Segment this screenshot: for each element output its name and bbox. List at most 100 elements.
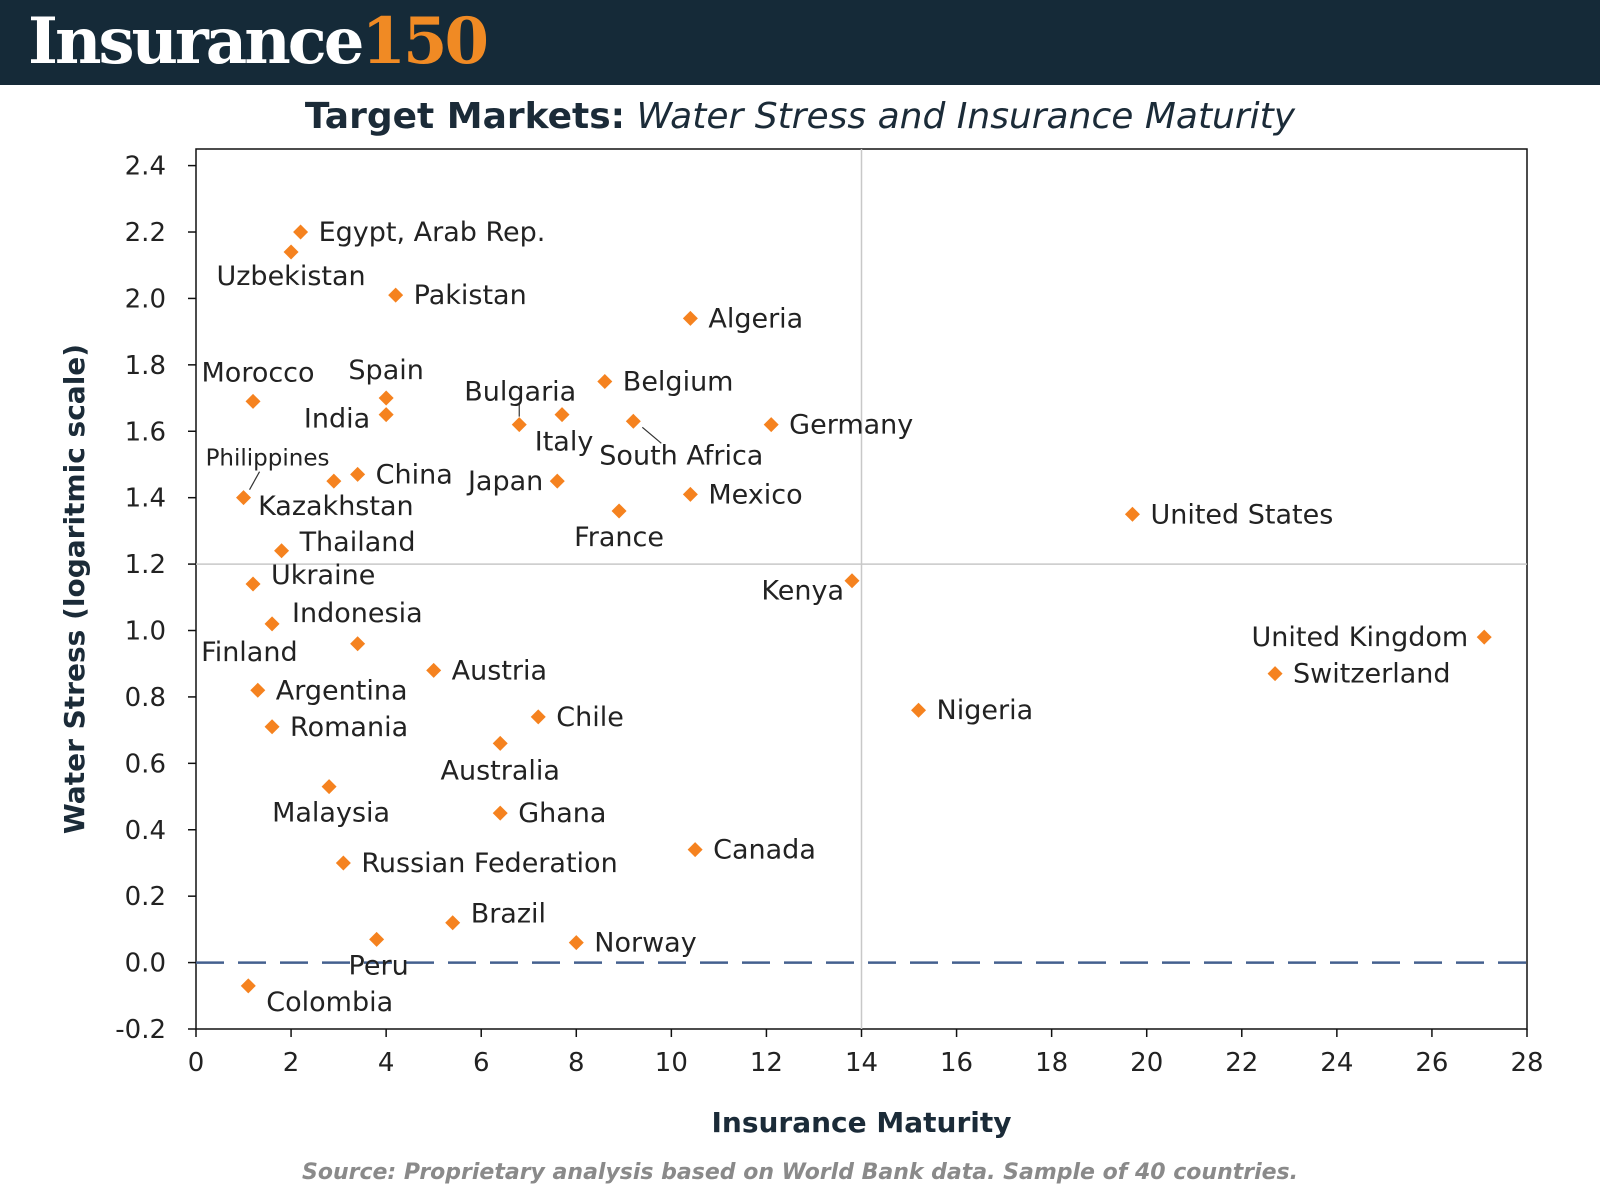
data-point [445,915,461,931]
data-point [844,573,860,589]
chart-title: Target Markets: Water Stress and Insuran… [0,94,1600,140]
y-tick-label: 0.0 [125,949,166,979]
chart-title-bold: Target Markets: [304,96,626,137]
data-point [568,935,584,951]
y-tick-label: 2.4 [125,152,166,182]
data-label: France [574,522,664,553]
x-tick-label: 14 [845,1048,878,1078]
x-tick-label: 28 [1510,1048,1543,1078]
data-label: Indonesia [292,598,423,629]
data-point [321,779,337,795]
data-label: Finland [201,637,297,668]
data-label: Austria [452,655,547,686]
data-point [240,978,256,994]
header-banner: Insurance150 [0,0,1600,85]
data-label: Canada [713,835,816,866]
x-tick-label: 18 [1035,1048,1068,1078]
brand-logo: Insurance150 [28,4,489,79]
data-label: United States [1150,499,1333,530]
data-label: Japan [466,466,543,497]
chart-title-italic: Water Stress and Insurance Maturity [636,96,1296,137]
data-point [264,719,280,735]
data-point [1267,666,1283,682]
y-tick-label: 1.2 [125,550,166,580]
y-tick-label: 1.8 [125,351,166,381]
data-label: Switzerland [1293,659,1451,690]
data-point [687,842,703,858]
data-point [511,417,527,433]
data-label: Romania [290,712,408,743]
y-tick-label: 2.0 [125,284,166,314]
data-label: Norway [594,928,696,959]
data-label: Thailand [299,527,416,558]
brand-logo-word: Insurance [28,4,364,79]
data-label: Brazil [471,899,546,930]
data-label: Malaysia [272,798,390,829]
y-tick-label: 0.2 [125,882,166,912]
x-tick-label: 6 [473,1048,490,1078]
x-tick-label: 4 [378,1048,395,1078]
data-point [350,636,366,652]
x-tick-label: 8 [568,1048,585,1078]
data-label: Algeria [708,303,803,334]
x-tick-label: 22 [1225,1048,1258,1078]
data-point [335,855,351,871]
x-tick-label: 20 [1130,1048,1163,1078]
data-point [530,709,546,725]
x-tick-label: 16 [940,1048,973,1078]
x-tick-label: 10 [655,1048,688,1078]
data-label: India [304,404,370,435]
data-point [492,805,508,821]
data-point [911,702,927,718]
data-point [625,413,641,429]
data-point [293,224,309,240]
data-point [1476,629,1492,645]
data-point [682,310,698,326]
data-point [611,503,627,519]
data-label: Italy [535,427,594,458]
data-point [326,473,342,489]
data-point [250,682,266,698]
data-label: Egypt, Arab Rep. [319,217,546,248]
data-point [554,407,570,423]
data-label: Philippines [206,446,330,472]
data-point [378,390,394,406]
data-label: Germany [789,410,913,441]
data-label: Pakistan [414,280,527,311]
y-axis-label: Water Stress (logaritmic scale) [58,344,91,834]
data-label: Ukraine [271,560,375,591]
data-point [492,735,508,751]
x-tick-label: 12 [750,1048,783,1078]
data-label: Argentina [276,675,408,706]
data-label: Belgium [623,366,734,397]
data-label: Uzbekistan [217,261,366,292]
data-point [274,543,290,559]
data-point [378,407,394,423]
data-point [682,486,698,502]
y-tick-label: 0.4 [125,816,166,846]
leader-line [249,471,261,490]
y-tick-label: 0.8 [125,683,166,713]
y-tick-label: 1.4 [125,484,166,514]
x-tick-label: 2 [283,1048,300,1078]
x-tick-label: 26 [1415,1048,1448,1078]
data-label: South Africa [599,440,763,471]
data-label: Colombia [266,987,393,1018]
x-axis-label: Insurance Maturity [711,1106,1011,1139]
data-point [350,466,366,482]
data-label: Kazakhstan [258,491,414,522]
data-label: Chile [556,702,624,733]
data-point [245,393,261,409]
data-label: Bulgaria [464,377,576,408]
data-point [283,244,299,260]
leader-line [641,426,662,444]
data-point [597,373,613,389]
y-tick-label: 0.6 [125,749,166,779]
x-tick-label: 24 [1320,1048,1353,1078]
data-label: United Kingdom [1251,622,1468,653]
data-point [245,576,261,592]
data-point [549,473,565,489]
y-tick-label: 1.0 [125,617,166,647]
data-label: Kenya [761,576,844,607]
